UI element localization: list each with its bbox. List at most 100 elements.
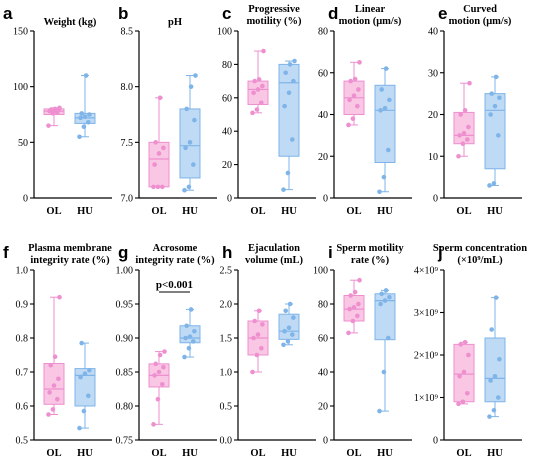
data-point	[261, 48, 266, 54]
data-point	[152, 373, 157, 378]
data-point	[496, 395, 501, 400]
category-label: HU	[487, 206, 503, 217]
data-point	[352, 289, 358, 295]
data-point	[46, 412, 51, 417]
data-point	[47, 390, 52, 395]
data-point	[292, 58, 297, 64]
data-point	[377, 408, 382, 414]
box-ol	[43, 105, 65, 128]
data-point	[187, 334, 193, 339]
data-point	[465, 137, 470, 142]
data-point	[493, 295, 499, 300]
data-point	[458, 112, 464, 117]
data-point	[77, 134, 82, 140]
data-point	[458, 342, 464, 347]
box-hu	[179, 73, 201, 193]
data-point	[379, 87, 385, 92]
box-hu	[74, 340, 96, 431]
y-tick-label: 100	[313, 266, 328, 277]
data-point	[86, 393, 91, 399]
y-tick-label: 10	[428, 152, 438, 163]
data-point	[162, 349, 167, 354]
data-point	[82, 371, 88, 377]
data-point	[489, 91, 495, 96]
data-point	[155, 184, 161, 190]
data-point	[184, 323, 189, 329]
y-tick-label: 0.8	[16, 334, 29, 345]
box-hu	[484, 295, 506, 419]
data-point	[491, 181, 497, 186]
box-hu	[484, 74, 506, 188]
y-tick-label: 0	[323, 194, 328, 205]
panel-letter: j	[437, 243, 443, 262]
panel-letter: e	[438, 4, 447, 23]
data-point	[252, 318, 257, 324]
data-point	[188, 307, 194, 312]
data-point	[351, 93, 357, 99]
data-point	[82, 114, 88, 120]
panel-title: Plasma membrane	[28, 243, 112, 254]
data-point	[87, 112, 92, 117]
y-tick-label: 2.5	[220, 266, 233, 277]
data-point	[381, 174, 387, 180]
panel-title: (×10⁹/mL)	[457, 255, 503, 266]
data-point	[152, 162, 157, 167]
data-point	[56, 376, 61, 382]
data-point	[488, 112, 493, 117]
data-point	[48, 362, 53, 368]
data-point	[348, 78, 354, 84]
data-point	[184, 106, 189, 112]
data-point	[259, 345, 264, 351]
y-tick-label: 20	[318, 152, 328, 163]
data-point	[250, 369, 255, 375]
data-point	[355, 103, 360, 109]
data-point	[491, 407, 497, 413]
panel-title: Linear	[355, 4, 386, 15]
iqr-box	[179, 325, 201, 344]
y-tick-label: 0	[433, 194, 438, 205]
y-tick-label: 4×10⁹	[414, 266, 439, 277]
y-tick-label: 2×10⁹	[414, 351, 439, 362]
y-tick-label: 0.9	[16, 300, 29, 311]
panel-title: motility (%)	[246, 16, 302, 27]
data-point	[283, 308, 289, 314]
data-point	[157, 95, 163, 101]
data-point	[287, 62, 293, 67]
data-point	[457, 373, 462, 379]
category-label: HU	[281, 448, 297, 459]
data-point	[460, 141, 466, 147]
y-tick-label: 0.95	[116, 300, 134, 311]
y-tick-label: 8.0	[121, 82, 134, 93]
category-label: HU	[77, 206, 93, 217]
data-point	[153, 140, 158, 145]
data-point	[78, 115, 83, 121]
data-point	[457, 133, 462, 138]
data-point	[250, 110, 255, 116]
data-point	[48, 107, 53, 113]
data-point	[156, 151, 162, 156]
data-point	[182, 187, 187, 193]
category-label: HU	[281, 206, 297, 217]
data-point	[290, 137, 295, 142]
panel-title: motion (μm/s)	[339, 16, 402, 27]
data-point	[191, 339, 196, 344]
y-tick-label: 0	[433, 436, 438, 447]
category-label: OL	[250, 206, 265, 217]
data-point	[492, 103, 498, 109]
panel-title: Sperm motility	[336, 243, 404, 254]
data-point	[151, 422, 156, 427]
data-point	[456, 401, 461, 407]
data-point	[383, 66, 389, 71]
y-tick-label: 60	[318, 334, 328, 345]
y-tick-label: 0.75	[116, 436, 134, 447]
y-tick-label: 7.0	[121, 194, 134, 205]
significance-label: p<0.001	[156, 279, 193, 291]
panel-letter: d	[328, 4, 338, 23]
